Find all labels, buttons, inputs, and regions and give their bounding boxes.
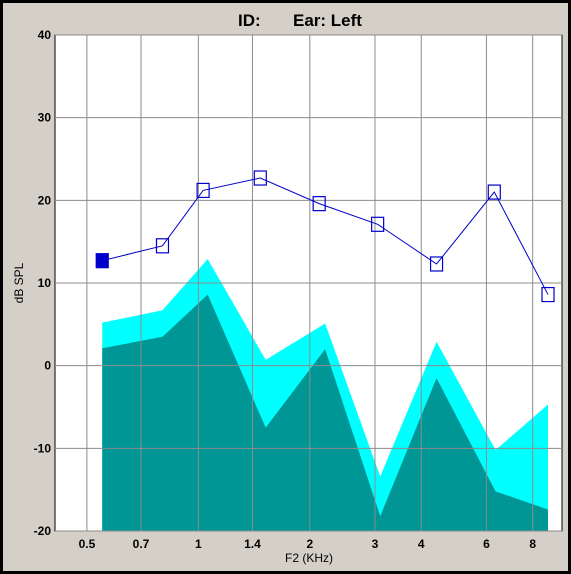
x-axis-label: F2 (KHz) bbox=[285, 551, 333, 565]
y-tick-label: 40 bbox=[38, 28, 52, 42]
x-tick-label: 0.5 bbox=[79, 537, 96, 551]
audiogram-panel: ID: Ear: Left -20 -10 0 10 20 30 40 0.5 0.7 1 1.4… bbox=[3, 3, 568, 571]
dp-marker bbox=[95, 253, 109, 269]
y-tick-label: 10 bbox=[38, 276, 52, 290]
dp-series bbox=[102, 177, 549, 295]
x-tick-labels: 0.5 0.7 1 1.4 2 3 4 6 8 bbox=[79, 537, 537, 551]
grid-lines bbox=[55, 34, 562, 532]
x-tick-label: 1 bbox=[195, 537, 202, 551]
noise-bands bbox=[102, 259, 549, 531]
ear-label: Ear: Left bbox=[293, 11, 362, 30]
x-tick-label: 8 bbox=[529, 537, 536, 551]
x-tick-label: 1.4 bbox=[244, 537, 261, 551]
id-label: ID: bbox=[238, 11, 261, 30]
x-tick-label: 3 bbox=[372, 537, 379, 551]
dp-markers bbox=[95, 170, 555, 303]
x-tick-label: 4 bbox=[418, 537, 425, 551]
dp-marker bbox=[312, 196, 326, 212]
dpoae-chart: ID: Ear: Left -20 -10 0 10 20 30 40 0.5 0.7 1 1.4… bbox=[12, 11, 563, 565]
dp-marker bbox=[429, 256, 444, 272]
y-axis-label: dB SPL bbox=[12, 262, 26, 303]
dp-line bbox=[102, 177, 549, 295]
x-tick-label: 0.7 bbox=[133, 537, 150, 551]
x-tick-label: 6 bbox=[483, 537, 490, 551]
y-tick-label: 30 bbox=[38, 111, 52, 125]
y-tick-label: 20 bbox=[38, 193, 52, 207]
x-tick-label: 2 bbox=[306, 537, 313, 551]
dp-marker bbox=[155, 238, 170, 254]
y-tick-label: 0 bbox=[44, 359, 51, 373]
dp-marker bbox=[253, 170, 267, 186]
dp-marker bbox=[371, 216, 385, 232]
noise-band-lower bbox=[102, 294, 549, 531]
dp-marker bbox=[196, 182, 210, 199]
dp-marker bbox=[541, 286, 555, 303]
y-tick-label: -10 bbox=[34, 441, 52, 455]
y-tick-label: -20 bbox=[34, 524, 52, 538]
dp-marker bbox=[487, 184, 501, 200]
y-tick-labels: -20 -10 0 10 20 30 40 bbox=[34, 28, 52, 538]
